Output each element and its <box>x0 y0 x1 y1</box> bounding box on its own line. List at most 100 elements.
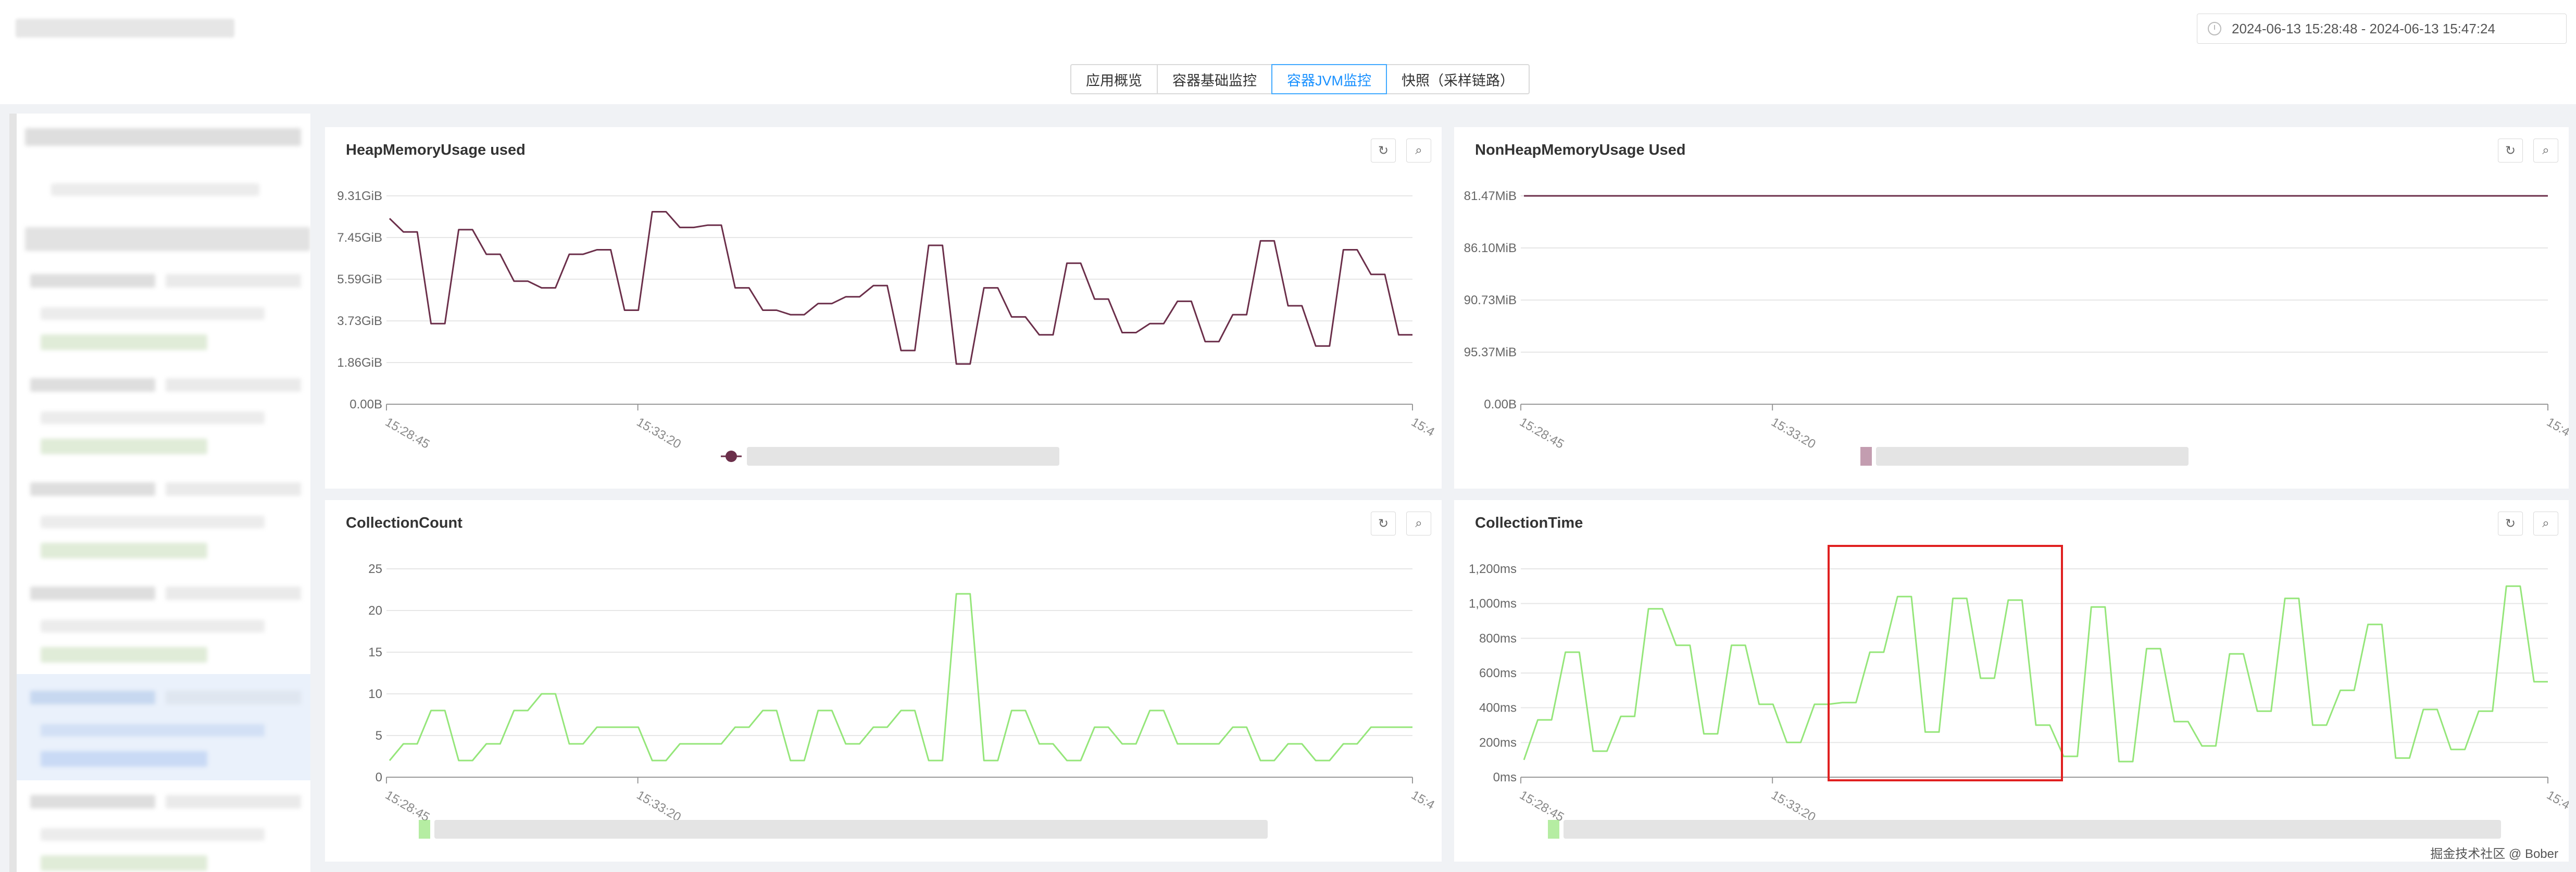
list-item[interactable] <box>30 274 155 288</box>
highlight-box <box>1828 545 2063 781</box>
zoom-reset-icon: ⌕ <box>1415 516 1422 530</box>
series-line <box>389 593 1412 762</box>
refresh-icon: ↻ <box>2505 143 2516 158</box>
collection-time-panel: CollectionTime ↻ ⌕ 0ms 200ms 400ms 600ms 800… <box>1454 500 2569 862</box>
zoom-reset-icon: ⌕ <box>2542 143 2549 157</box>
x-tick-label: 15:33:20 <box>1769 788 1818 825</box>
list-item <box>41 724 265 737</box>
legend-marker <box>419 820 430 839</box>
sidebar-subheader-redacted <box>51 183 259 196</box>
collection-count-chart[interactable]: 0 5 10 15 20 25 15:28:45 15:33:20 15:4 <box>325 500 1442 862</box>
y-tick-label: 600ms <box>1479 666 1517 680</box>
panel-title: CollectionTime <box>1475 515 1583 531</box>
series-line <box>389 211 1412 365</box>
panel-title: CollectionCount <box>346 515 462 531</box>
monitor-tabs: 应用概览 容器基础监控 容器JVM监控 快照（采样链路） <box>1070 64 1530 94</box>
x-tick-label: 15:28:45 <box>1517 788 1566 825</box>
zoom-reset-button[interactable]: ⌕ <box>1406 139 1431 163</box>
y-tick-label: 5.59GiB <box>337 272 382 286</box>
legend-redacted <box>1876 447 2189 466</box>
zoom-reset-icon: ⌕ <box>2542 516 2549 530</box>
watermark: 掘金技术社区 @ Bober <box>2430 847 2558 861</box>
tab-container-jvm[interactable]: 容器JVM监控 <box>1271 64 1387 94</box>
y-tick-label: 0.00B <box>1484 397 1517 412</box>
y-tick-label: 5 <box>376 729 382 743</box>
nonheap-memory-panel: NonHeapMemoryUsage Used ↻ ⌕ 0.00B 95.37Mi… <box>1454 127 2569 489</box>
app-title-redacted <box>16 19 234 38</box>
time-range-picker[interactable]: 2024-06-13 15:28:48 - 2024-06-13 15:47:2… <box>2197 14 2567 44</box>
y-tick-label: 1,200ms <box>1469 562 1517 576</box>
list-item <box>41 412 265 424</box>
x-tick-label: 15:33:20 <box>634 788 683 825</box>
y-tick-label: 9.31GiB <box>337 189 382 203</box>
x-tick-label: 15:28:45 <box>1517 415 1566 452</box>
legend-marker <box>1548 820 1559 839</box>
y-tick-label: 800ms <box>1479 631 1517 645</box>
legend-redacted <box>747 447 1059 466</box>
refresh-button[interactable]: ↻ <box>2498 139 2523 163</box>
y-tick-label: 25 <box>368 562 382 576</box>
y-tick-label: 1.86GiB <box>337 356 382 370</box>
y-tick-label: 0 <box>376 770 382 784</box>
tab-bar: 应用概览 容器基础监控 容器JVM监控 快照（采样链路） <box>0 57 2576 104</box>
x-tick-label: 15:4 <box>1409 788 1437 813</box>
top-bar: 2024-06-13 15:28:48 - 2024-06-13 15:47:2… <box>0 0 2576 58</box>
y-tick-label: 15 <box>368 645 382 659</box>
y-tick-label: 3.73GiB <box>337 314 382 328</box>
x-tick-label: 15:4 <box>1409 415 1437 440</box>
legend-redacted <box>434 820 1268 839</box>
list-item <box>166 691 301 704</box>
clock-icon <box>2208 22 2221 35</box>
list-item <box>41 828 265 841</box>
list-item <box>166 482 301 496</box>
y-tick-label: 95.37MiB <box>1464 345 1517 359</box>
collection-time-chart[interactable]: 0ms 200ms 400ms 600ms 800ms 1,000ms 1,200ms 15:… <box>1454 500 2569 862</box>
zoom-reset-button[interactable]: ⌕ <box>2533 139 2558 163</box>
list-item[interactable] <box>30 587 155 600</box>
list-item[interactable] <box>30 378 155 392</box>
list-item <box>41 855 207 871</box>
list-item[interactable] <box>30 795 155 808</box>
zoom-reset-button[interactable]: ⌕ <box>1406 512 1431 535</box>
x-tick-label: 15:33:20 <box>1769 415 1818 452</box>
heap-memory-panel: HeapMemoryUsage used ↻ ⌕ 0.00B 1.86GiB 3.7… <box>325 127 1442 489</box>
y-tick-label: 0ms <box>1493 770 1517 784</box>
list-item <box>41 751 207 767</box>
list-item <box>41 307 265 320</box>
list-item <box>166 274 301 288</box>
legend-marker <box>1860 447 1872 466</box>
refresh-button[interactable]: ↻ <box>1371 512 1396 535</box>
list-item <box>41 439 207 454</box>
list-item[interactable] <box>30 691 155 704</box>
collection-count-panel: CollectionCount ↻ ⌕ 0 5 10 15 20 25 15:28:45 15… <box>325 500 1442 862</box>
y-tick-label: 7.45GiB <box>337 231 382 245</box>
refresh-button[interactable]: ↻ <box>2498 512 2523 535</box>
list-item <box>166 378 301 392</box>
y-tick-label: 81.47MiB <box>1464 189 1517 203</box>
list-item[interactable] <box>30 482 155 496</box>
time-range-text: 2024-06-13 15:28:48 - 2024-06-13 15:47:2… <box>2232 20 2495 36</box>
y-tick-label: 90.73MiB <box>1464 293 1517 307</box>
sidebar-search-redacted[interactable] <box>25 227 310 251</box>
list-item <box>41 516 265 528</box>
list-item <box>41 620 265 632</box>
x-tick-label: 15:28:45 <box>383 788 432 825</box>
zoom-reset-button[interactable]: ⌕ <box>2533 512 2558 535</box>
heap-chart[interactable]: 0.00B 1.86GiB 3.73GiB 5.59GiB 7.45GiB 9.31GiB… <box>325 127 1442 489</box>
tab-container-basic[interactable]: 容器基础监控 <box>1157 64 1272 94</box>
y-tick-label: 86.10MiB <box>1464 241 1517 255</box>
y-tick-label: 0.00B <box>349 397 382 412</box>
sidebar-header-redacted <box>25 128 301 146</box>
nonheap-chart[interactable]: 0.00B 95.37MiB 90.73MiB 86.10MiB 81.47MiB 15:… <box>1454 127 2569 489</box>
tab-snapshot[interactable]: 快照（采样链路） <box>1386 64 1530 94</box>
list-item <box>166 587 301 600</box>
list-item <box>41 334 207 350</box>
y-tick-label: 1,000ms <box>1469 597 1517 611</box>
panel-title: HeapMemoryUsage used <box>346 142 526 158</box>
refresh-button[interactable]: ↻ <box>1371 139 1396 163</box>
list-item <box>166 795 301 808</box>
tab-app-overview[interactable]: 应用概览 <box>1070 64 1158 94</box>
instance-sidebar <box>9 114 310 872</box>
y-tick-label: 200ms <box>1479 736 1517 750</box>
refresh-icon: ↻ <box>1378 516 1389 531</box>
